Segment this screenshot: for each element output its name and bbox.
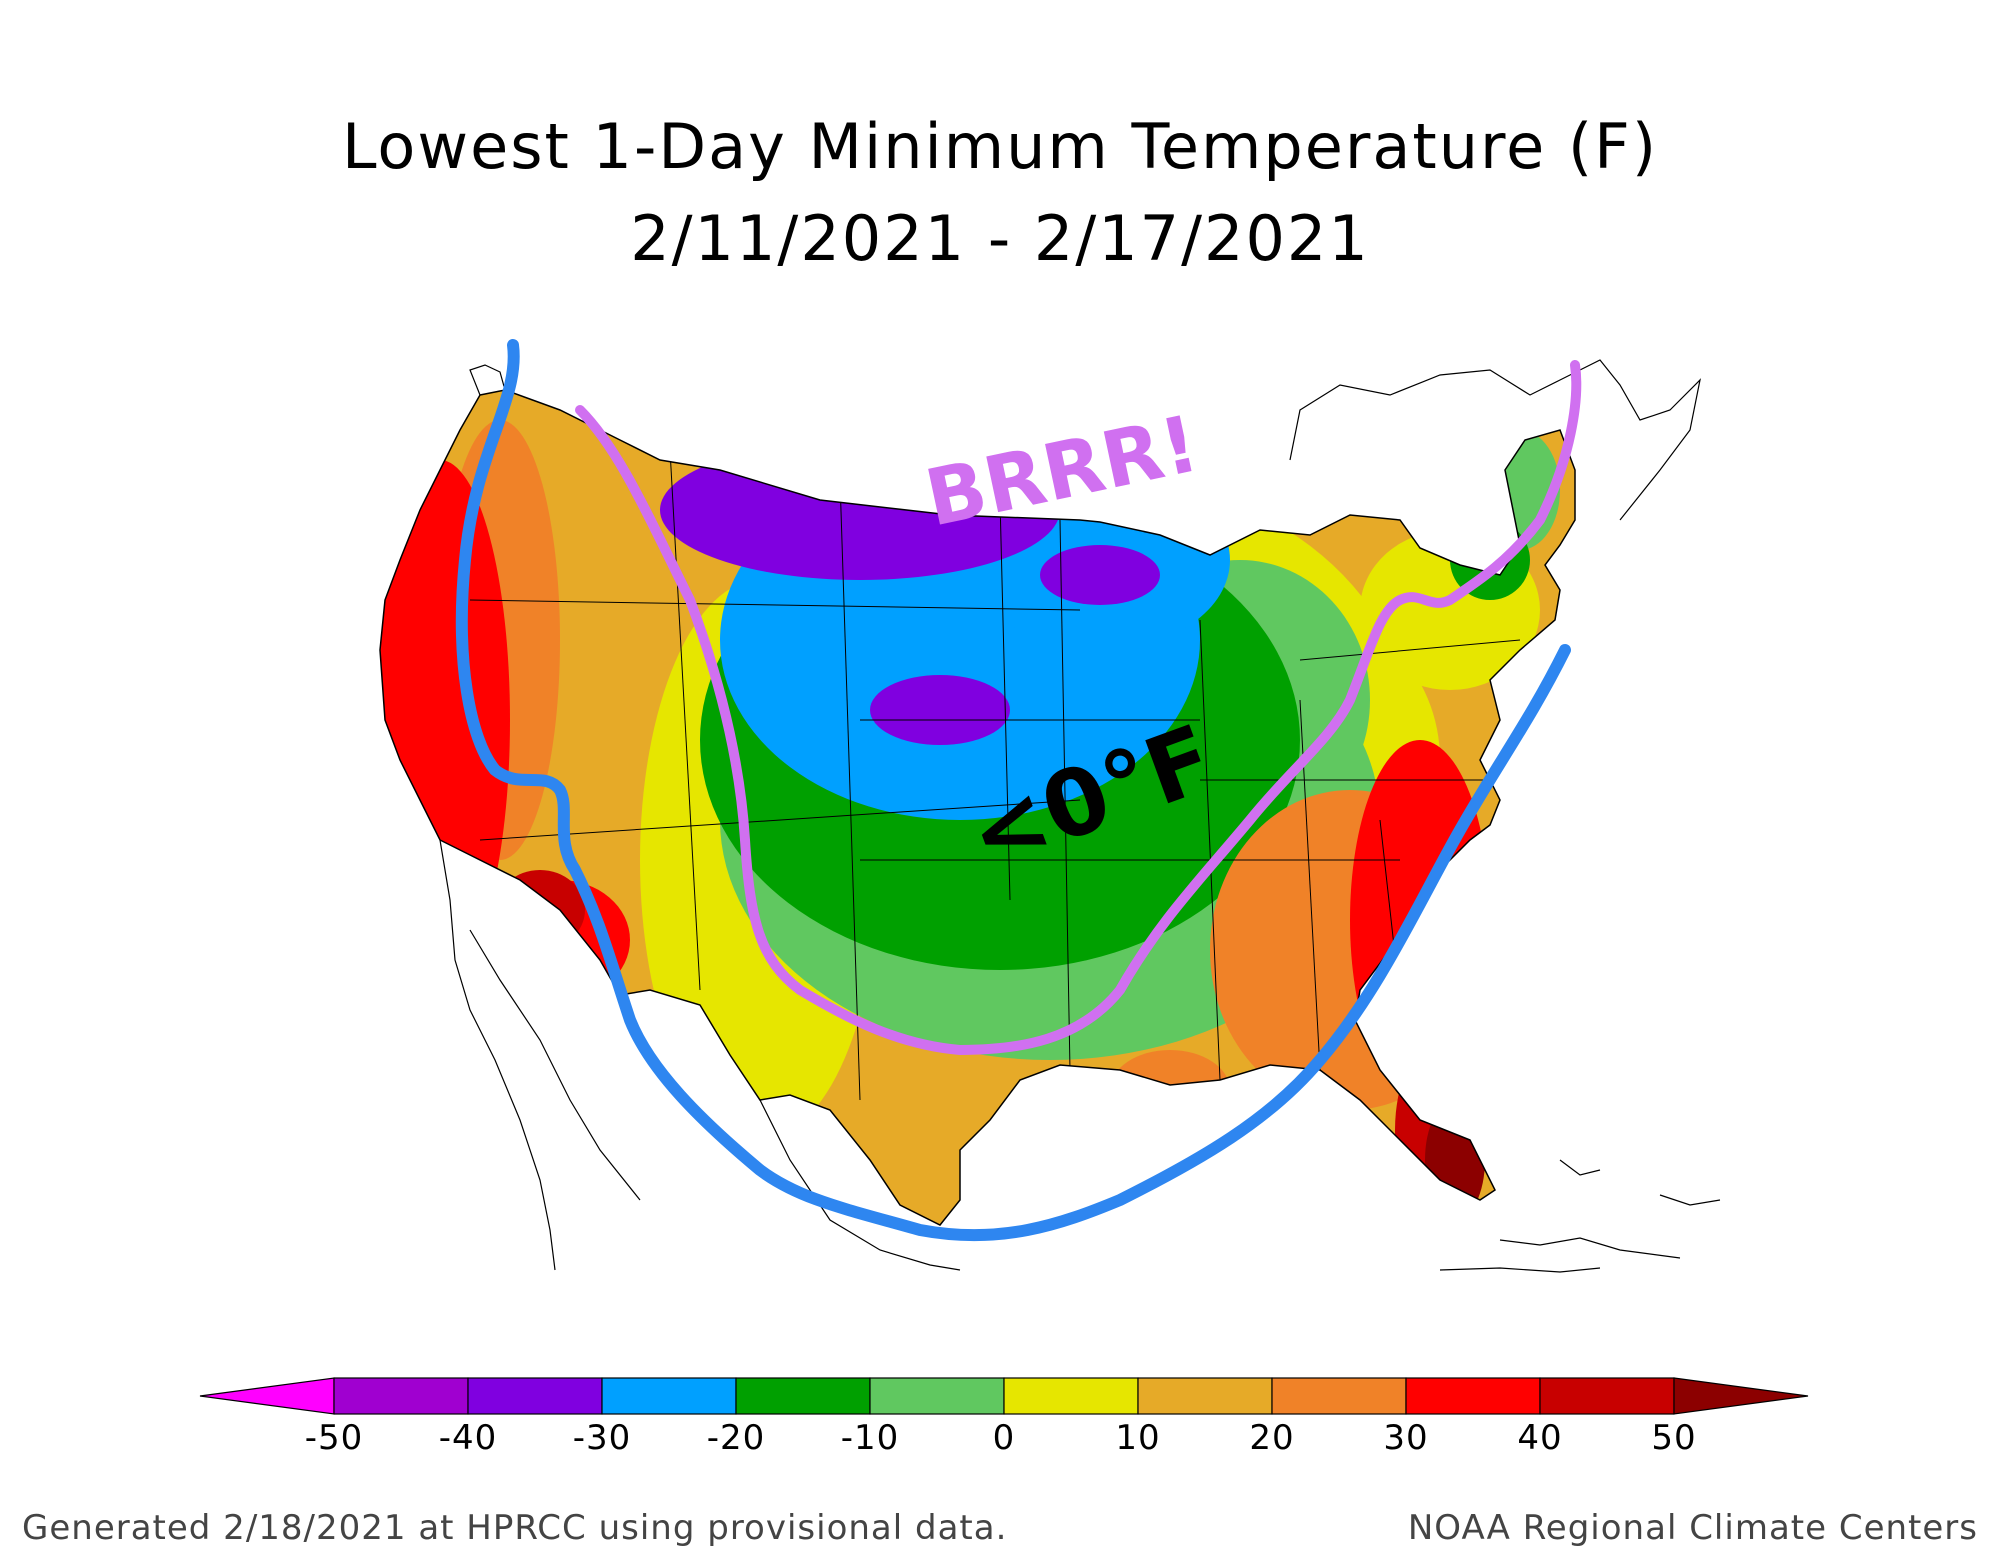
blue-outline-annotation — [455, 339, 1571, 1242]
legend-bin — [1539, 1377, 1675, 1415]
legend-tick-label: 10 — [1115, 1418, 1161, 1458]
legend-tick-label: -10 — [840, 1418, 900, 1458]
legend-tick-label: 0 — [992, 1418, 1016, 1458]
state-boundaries — [469, 449, 1521, 1101]
generated-note: Generated 2/18/2021 at HPRCC using provi… — [22, 1508, 1008, 1548]
legend-tick-label: -50 — [304, 1418, 364, 1458]
color-legend — [199, 1377, 1809, 1415]
legend-bin — [601, 1377, 737, 1415]
temperature-field — [380, 390, 1575, 1225]
map-title: Lowest 1-Day Minimum Temperature (F) — [341, 110, 1659, 183]
map-subtitle: 2/11/2021 - 2/17/2021 — [630, 202, 1370, 275]
legend-bin — [735, 1377, 871, 1415]
legend-bin — [1405, 1377, 1541, 1415]
pink-outline-annotation — [575, 360, 1582, 1056]
legend-tick-label: 50 — [1651, 1418, 1697, 1458]
coastline-context — [439, 359, 1721, 1273]
source-credit: NOAA Regional Climate Centers — [1407, 1508, 1978, 1548]
legend-bin — [467, 1377, 603, 1415]
legend-bin — [1673, 1377, 1809, 1415]
legend-tick-label: 40 — [1517, 1418, 1563, 1458]
legend-tick-label: -30 — [572, 1418, 632, 1458]
legend-bin — [333, 1377, 469, 1415]
legend-bin — [1137, 1377, 1273, 1415]
legend-tick-label: -40 — [438, 1418, 498, 1458]
legend-tick-label: 30 — [1383, 1418, 1429, 1458]
legend-bin — [199, 1377, 335, 1415]
legend-tick-label: 20 — [1249, 1418, 1295, 1458]
legend-bin — [1003, 1377, 1139, 1415]
legend-bin — [1271, 1377, 1407, 1415]
legend-tick-label: -20 — [706, 1418, 766, 1458]
legend-bin — [869, 1377, 1005, 1415]
